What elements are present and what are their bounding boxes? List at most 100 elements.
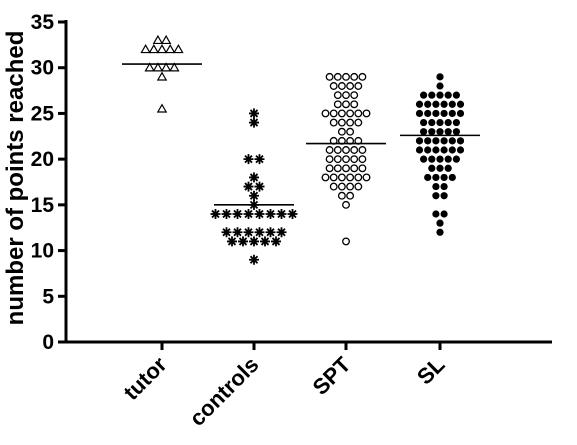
- data-point: [346, 82, 355, 90]
- data-point: [362, 109, 371, 118]
- data-point: [424, 137, 432, 145]
- data-point: [428, 118, 436, 127]
- data-point: [432, 109, 440, 118]
- data-point: [436, 128, 444, 136]
- data-point: [420, 128, 428, 136]
- data-point: [342, 237, 350, 246]
- data-point: [342, 200, 350, 209]
- y-axis-title: number of points reached: [2, 31, 29, 326]
- data-point: [333, 146, 342, 154]
- data-point: [440, 100, 448, 108]
- data-point: [436, 164, 444, 172]
- data-point: [432, 192, 440, 200]
- data-point: [254, 154, 265, 165]
- y-tick-label: 30: [31, 57, 54, 80]
- data-point: [444, 164, 452, 172]
- data-point: [249, 236, 259, 247]
- data-point: [428, 91, 436, 99]
- data-point: [436, 228, 444, 236]
- data-point: [249, 190, 259, 201]
- data-point: [428, 155, 436, 163]
- x-tick-label-SPT: SPT: [308, 351, 356, 399]
- mean-lines: [122, 63, 480, 206]
- data-point: [415, 109, 424, 118]
- data-point: [456, 109, 465, 118]
- data-point: [333, 164, 342, 173]
- data-point: [333, 100, 342, 109]
- data-point: [440, 146, 448, 154]
- data-point: [271, 236, 281, 247]
- data-point: [444, 155, 452, 163]
- data-point: [358, 72, 367, 81]
- y-axis-title-group: number of points reached: [2, 31, 29, 326]
- data-point: [243, 154, 254, 165]
- data-point: [238, 236, 248, 247]
- data-point: [232, 227, 243, 238]
- series-tutor: [140, 34, 184, 113]
- data-point: [350, 91, 359, 100]
- y-tick-label: 25: [31, 102, 55, 125]
- data-point: [350, 100, 359, 109]
- data-point: [329, 182, 338, 191]
- data-point: [321, 173, 330, 182]
- data-point: [249, 254, 259, 265]
- x-tick-label-controls: controls: [184, 352, 263, 431]
- data-point: [325, 72, 334, 81]
- data-point: [249, 172, 259, 183]
- data-point: [342, 146, 350, 154]
- data-point: [448, 100, 456, 108]
- data-point: [436, 91, 444, 99]
- data-point: [432, 100, 440, 108]
- data-point: [232, 209, 243, 219]
- data-point: [160, 62, 172, 72]
- data-point: [337, 109, 346, 118]
- data-point: [346, 118, 355, 127]
- y-tick-label: 35: [31, 11, 55, 34]
- data-point: [346, 191, 355, 200]
- data-point: [333, 91, 342, 100]
- data-point: [152, 62, 164, 72]
- data-point: [346, 109, 355, 118]
- data-point: [436, 155, 444, 163]
- data-points: [140, 34, 465, 265]
- data-point: [440, 182, 448, 191]
- data-point: [156, 71, 168, 81]
- data-point: [444, 118, 452, 127]
- data-point: [329, 109, 338, 118]
- data-point: [333, 72, 342, 81]
- data-point: [243, 209, 254, 219]
- data-point: [448, 109, 456, 118]
- data-point: [354, 109, 363, 118]
- data-point: [420, 91, 428, 99]
- data-point: [221, 227, 232, 238]
- data-point: [358, 155, 367, 164]
- data-point: [342, 91, 350, 100]
- data-point: [249, 117, 259, 128]
- data-point: [436, 82, 444, 90]
- data-point: [329, 82, 338, 90]
- data-point: [440, 109, 448, 118]
- data-point: [415, 146, 424, 154]
- y-tick-label: 10: [31, 240, 54, 263]
- data-point: [254, 209, 265, 219]
- y-tick-label: 15: [31, 194, 55, 217]
- data-point: [424, 173, 432, 182]
- y-tick-label: 0: [42, 331, 54, 354]
- data-point: [354, 82, 363, 90]
- series-SL: [415, 73, 465, 236]
- x-tick-label-SL: SL: [412, 352, 450, 390]
- data-point: [420, 118, 428, 127]
- data-point: [152, 34, 164, 45]
- data-point: [164, 44, 176, 54]
- data-point: [265, 209, 276, 219]
- data-point: [354, 173, 363, 182]
- data-point: [243, 181, 254, 192]
- data-point: [254, 227, 265, 238]
- data-point: [428, 128, 436, 136]
- data-point: [173, 44, 184, 54]
- data-point: [432, 210, 440, 218]
- data-point: [452, 128, 460, 136]
- axes: [64, 20, 552, 344]
- data-point: [346, 127, 355, 136]
